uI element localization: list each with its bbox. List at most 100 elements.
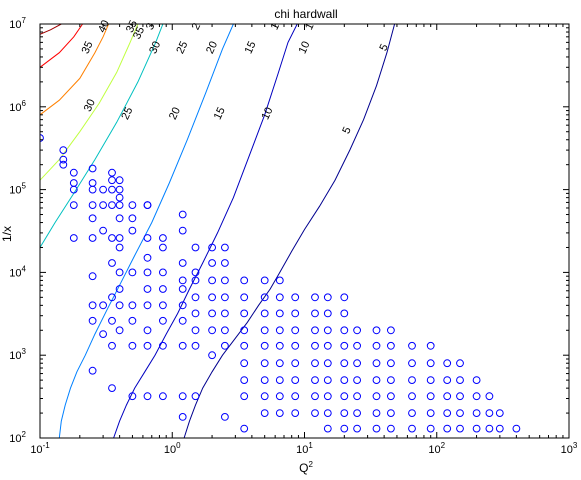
contour-line-15 — [58, 24, 234, 438]
data-point — [178, 301, 187, 310]
data-point — [485, 409, 494, 418]
data-point — [387, 409, 395, 418]
data-point — [275, 392, 284, 401]
data-point — [387, 341, 395, 350]
data-point — [108, 384, 116, 393]
data-point — [108, 168, 116, 177]
contour-label: 40 — [96, 18, 112, 34]
data-point — [353, 424, 362, 433]
data-point — [191, 293, 200, 302]
data-point — [208, 326, 217, 335]
data-point — [387, 359, 395, 368]
data-point — [275, 276, 284, 285]
data-point — [99, 185, 107, 194]
data-point — [512, 424, 521, 433]
data-point — [108, 293, 116, 302]
contour-label: 1 — [269, 21, 282, 32]
data-point — [323, 293, 332, 302]
data-point — [495, 409, 504, 418]
data-point — [143, 234, 152, 242]
data-point — [178, 226, 187, 235]
data-point — [108, 316, 116, 325]
data-point — [291, 293, 300, 302]
data-point — [372, 409, 381, 418]
data-point — [456, 392, 464, 401]
data-point — [221, 309, 229, 318]
data-point — [291, 392, 300, 401]
contour-label: 25 — [174, 40, 190, 56]
data-point — [208, 309, 217, 318]
data-point — [159, 243, 167, 252]
data-point — [108, 176, 116, 185]
data-point — [128, 301, 137, 310]
data-point — [275, 341, 284, 350]
chart-title: chi hardwall — [274, 7, 337, 21]
contour-label: 3 — [144, 21, 157, 32]
data-point — [408, 376, 416, 385]
data-point — [340, 424, 349, 433]
data-point — [291, 376, 300, 385]
data-point — [221, 326, 229, 335]
contour-label: 2 — [190, 21, 203, 32]
contour-label: 25 — [119, 105, 135, 121]
data-point — [208, 276, 217, 285]
contour-label: 10 — [297, 40, 313, 56]
data-point — [275, 359, 284, 368]
data-point — [472, 376, 481, 385]
data-point — [291, 341, 300, 350]
data-point — [323, 409, 332, 418]
data-point — [353, 359, 362, 368]
data-point — [323, 392, 332, 401]
data-point — [143, 268, 152, 277]
data-point — [40, 134, 44, 142]
data-point — [260, 341, 269, 350]
contour-label: 10 — [259, 105, 275, 121]
data-point — [143, 301, 152, 310]
data-point — [108, 185, 116, 194]
data-point — [311, 326, 319, 335]
data-point — [291, 309, 300, 318]
data-point — [69, 179, 78, 187]
data-point — [221, 259, 229, 267]
data-point — [260, 409, 269, 418]
data-point — [260, 326, 269, 335]
data-point — [260, 293, 269, 302]
data-point — [221, 276, 229, 285]
data-point — [88, 179, 97, 187]
data-point — [128, 392, 137, 401]
data-point — [191, 243, 200, 252]
data-point — [115, 176, 124, 185]
data-point — [340, 409, 349, 418]
data-point — [340, 392, 349, 401]
data-point — [372, 341, 381, 350]
data-point — [178, 285, 187, 293]
data-point — [291, 359, 300, 368]
contour-label: 20 — [204, 40, 220, 56]
data-point — [426, 409, 435, 418]
data-point — [115, 301, 124, 310]
data-point — [387, 376, 395, 385]
data-point — [426, 424, 435, 433]
data-point — [443, 424, 452, 433]
data-point — [191, 326, 200, 335]
data-point — [128, 201, 137, 210]
data-point — [275, 409, 284, 418]
data-point — [275, 309, 284, 318]
data-point — [240, 341, 249, 350]
data-point — [340, 293, 349, 302]
plot-frame — [39, 23, 570, 439]
data-point — [311, 293, 319, 302]
data-point — [69, 201, 78, 210]
data-point — [372, 392, 381, 401]
data-point — [311, 309, 319, 318]
data-point — [108, 234, 116, 242]
data-point — [128, 214, 137, 223]
data-point — [59, 146, 68, 155]
data-point — [128, 226, 137, 235]
data-point — [353, 409, 362, 418]
data-point — [240, 309, 249, 318]
data-point — [88, 301, 97, 310]
data-point — [178, 210, 187, 219]
